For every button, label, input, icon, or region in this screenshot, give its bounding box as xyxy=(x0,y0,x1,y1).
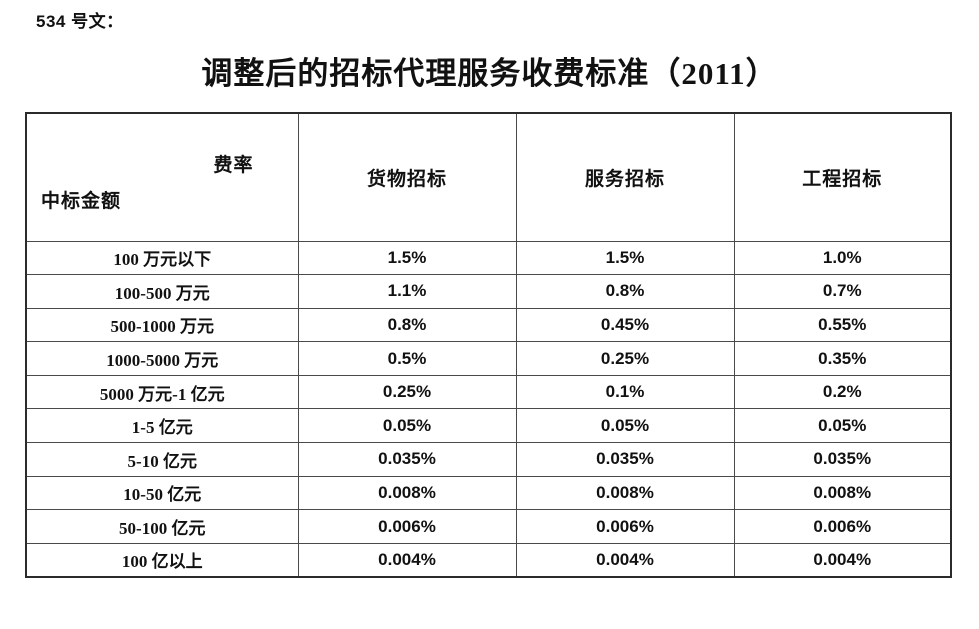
column-header-works: 工程招标 xyxy=(733,112,952,242)
corner-amount-label: 中标金额 xyxy=(41,191,122,212)
rate-cell-works: 0.008% xyxy=(733,475,952,511)
table-row: 5000 万元-1 亿元 0.25% 0.1% 0.2% xyxy=(25,374,952,410)
table-row: 500-1000 万元 0.8% 0.45% 0.55% xyxy=(25,307,952,343)
table-row: 100 万元以下 1.5% 1.5% 1.0% xyxy=(25,240,952,276)
corner-diagonal-cell: 费率 中标金额 xyxy=(25,112,299,242)
table-row: 5-10 亿元 0.035% 0.035% 0.035% xyxy=(25,442,952,477)
rate-cell-works: 0.004% xyxy=(733,542,952,578)
fee-rate-table: 费率 中标金额 货物招标 服务招标 工程招标 100 万元以下 1.5% 1.5… xyxy=(25,112,952,578)
amount-cell: 500-1000 万元 xyxy=(25,307,299,343)
rate-cell-services: 0.035% xyxy=(515,442,735,477)
table-header-row: 费率 中标金额 货物招标 服务招标 工程招标 xyxy=(25,112,952,242)
rate-cell-goods: 0.006% xyxy=(297,509,517,544)
rate-cell-services: 0.45% xyxy=(515,307,735,343)
amount-cell: 1000-5000 万元 xyxy=(25,341,299,376)
amount-cell: 100-500 万元 xyxy=(25,274,299,309)
rate-cell-services: 0.05% xyxy=(515,408,735,444)
rate-cell-services: 0.008% xyxy=(515,475,735,511)
rate-cell-goods: 0.25% xyxy=(297,374,517,410)
amount-cell: 50-100 亿元 xyxy=(25,509,299,544)
rate-cell-works: 0.05% xyxy=(733,408,952,444)
table-row: 1-5 亿元 0.05% 0.05% 0.05% xyxy=(25,408,952,444)
amount-cell: 10-50 亿元 xyxy=(25,475,299,511)
table-row: 100 亿以上 0.004% 0.004% 0.004% xyxy=(25,542,952,578)
rate-cell-works: 0.2% xyxy=(733,374,952,410)
doc-ref: 534 号文： xyxy=(36,12,124,31)
rate-cell-goods: 1.1% xyxy=(297,274,517,309)
table-row: 100-500 万元 1.1% 0.8% 0.7% xyxy=(25,274,952,309)
page-title: 调整后的招标代理服务收费标准（2011） xyxy=(201,56,778,91)
table-row: 50-100 亿元 0.006% 0.006% 0.006% xyxy=(25,509,952,544)
amount-cell: 100 万元以下 xyxy=(25,240,299,276)
column-header-services: 服务招标 xyxy=(515,112,735,242)
rate-cell-services: 0.1% xyxy=(515,374,735,410)
rate-cell-services: 1.5% xyxy=(515,240,735,276)
table-row: 10-50 亿元 0.008% 0.008% 0.008% xyxy=(25,475,952,511)
rate-cell-services: 0.004% xyxy=(515,542,735,578)
rate-cell-goods: 1.5% xyxy=(297,240,517,276)
rate-cell-goods: 0.004% xyxy=(297,542,517,578)
rate-cell-goods: 0.5% xyxy=(297,341,517,376)
rate-cell-services: 0.006% xyxy=(515,509,735,544)
rate-cell-works: 0.006% xyxy=(733,509,952,544)
amount-cell: 5000 万元-1 亿元 xyxy=(25,374,299,410)
amount-cell: 1-5 亿元 xyxy=(25,408,299,444)
amount-cell: 100 亿以上 xyxy=(25,542,299,578)
rate-cell-goods: 0.8% xyxy=(297,307,517,343)
rate-cell-works: 0.35% xyxy=(733,341,952,376)
table-row: 1000-5000 万元 0.5% 0.25% 0.35% xyxy=(25,341,952,376)
amount-cell: 5-10 亿元 xyxy=(25,442,299,477)
rate-cell-works: 0.7% xyxy=(733,274,952,309)
rate-cell-goods: 0.008% xyxy=(297,475,517,511)
rate-cell-services: 0.25% xyxy=(515,341,735,376)
corner-rate-label: 费率 xyxy=(213,155,254,176)
rate-cell-goods: 0.035% xyxy=(297,442,517,477)
rate-cell-goods: 0.05% xyxy=(297,408,517,444)
column-header-goods: 货物招标 xyxy=(297,112,517,242)
rate-cell-services: 0.8% xyxy=(515,274,735,309)
rate-cell-works: 0.035% xyxy=(733,442,952,477)
rate-cell-works: 0.55% xyxy=(733,307,952,343)
rate-cell-works: 1.0% xyxy=(733,240,952,276)
